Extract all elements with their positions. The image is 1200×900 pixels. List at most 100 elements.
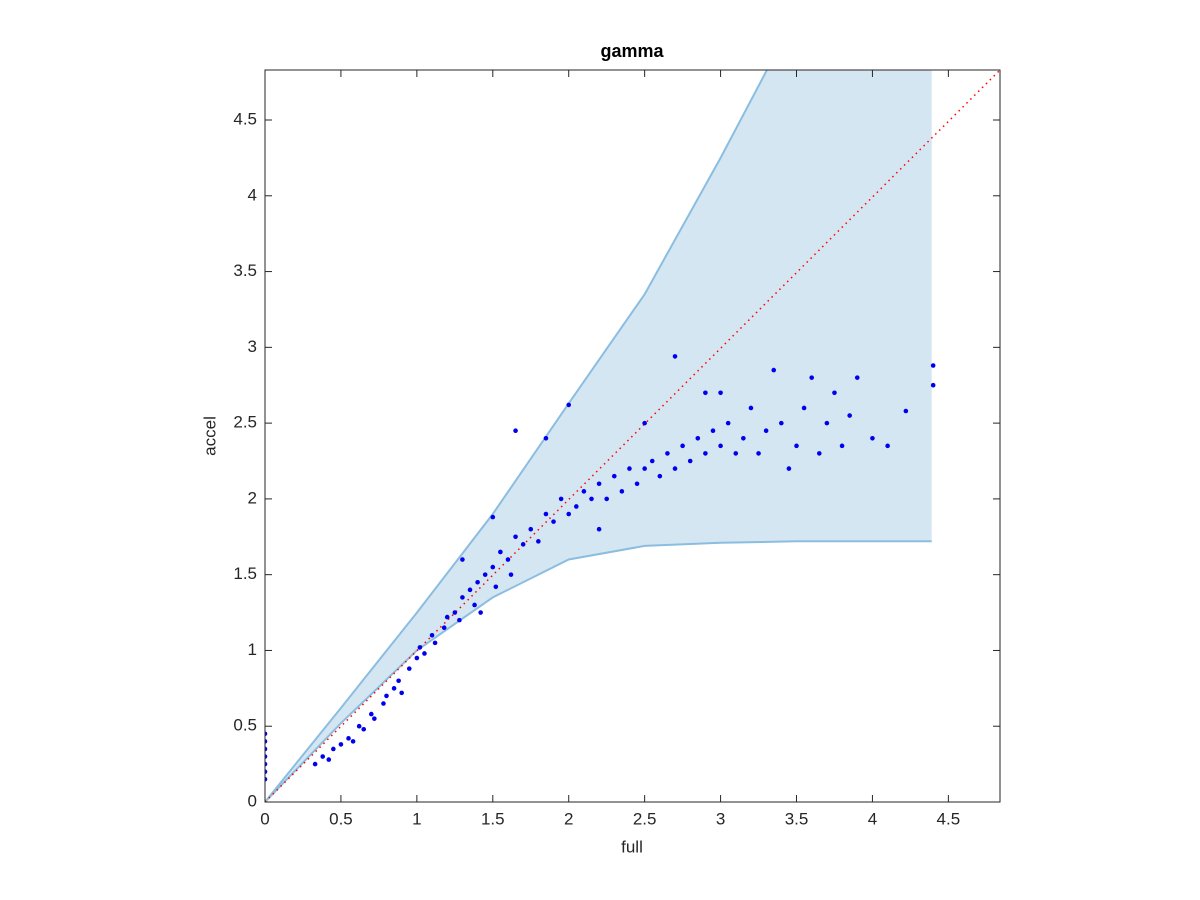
point bbox=[854, 375, 860, 380]
point bbox=[361, 726, 367, 732]
point bbox=[265, 776, 268, 782]
reference-line bbox=[265, 70, 1000, 802]
point bbox=[748, 405, 754, 411]
x-axis-label: full bbox=[621, 837, 643, 856]
point bbox=[574, 504, 579, 509]
point bbox=[839, 443, 845, 449]
point bbox=[657, 473, 663, 479]
point bbox=[513, 428, 518, 433]
point bbox=[444, 614, 450, 620]
y-tick-label: 2 bbox=[248, 488, 257, 507]
point bbox=[816, 451, 822, 456]
point bbox=[718, 390, 723, 396]
point bbox=[406, 666, 412, 671]
point bbox=[417, 645, 423, 650]
point bbox=[457, 617, 462, 623]
y-tick-label: 4.5 bbox=[233, 109, 257, 128]
band-lower-edge bbox=[265, 540, 932, 802]
point bbox=[703, 451, 708, 456]
point bbox=[493, 584, 499, 590]
point bbox=[441, 625, 447, 631]
point bbox=[432, 640, 438, 646]
point bbox=[312, 761, 318, 767]
point bbox=[763, 428, 769, 433]
point bbox=[490, 514, 496, 520]
point bbox=[611, 473, 617, 479]
x-tick-label: 2 bbox=[564, 809, 573, 828]
y-axis-label: accel bbox=[200, 416, 219, 456]
point bbox=[490, 564, 496, 570]
point bbox=[903, 408, 909, 414]
point bbox=[703, 390, 708, 396]
point bbox=[460, 595, 465, 600]
point bbox=[642, 420, 647, 426]
point bbox=[265, 739, 268, 744]
point bbox=[596, 481, 602, 487]
point bbox=[265, 754, 268, 759]
point bbox=[710, 428, 716, 433]
point bbox=[320, 754, 326, 759]
point bbox=[265, 731, 268, 737]
point bbox=[472, 602, 477, 608]
point bbox=[331, 746, 336, 752]
point bbox=[604, 496, 609, 502]
point bbox=[482, 572, 488, 577]
point bbox=[505, 557, 511, 562]
point bbox=[581, 489, 587, 494]
point bbox=[508, 572, 514, 577]
axes: 0 0.5 1 1.5 2 2.5 3 3.5 4 4.5 0 0.5 1 1.5 2 2.5 3 3.5 4 4.5 bbox=[233, 69, 1001, 828]
x-tick-label: 1.5 bbox=[481, 809, 505, 828]
point bbox=[543, 511, 549, 517]
y-tick-label: 0.5 bbox=[233, 716, 257, 735]
point bbox=[725, 420, 731, 426]
point bbox=[384, 693, 389, 699]
point bbox=[414, 655, 420, 661]
x-tick-label: 0.5 bbox=[329, 809, 353, 828]
point bbox=[265, 746, 268, 752]
x-tick-label: 2.5 bbox=[633, 809, 657, 828]
point bbox=[786, 466, 792, 471]
y-tick-label: 3 bbox=[248, 337, 257, 356]
point bbox=[265, 769, 268, 774]
axes-box bbox=[264, 69, 1001, 803]
point bbox=[551, 519, 556, 524]
point bbox=[391, 686, 397, 691]
x-tick-label: 1 bbox=[412, 809, 421, 828]
point bbox=[498, 549, 503, 555]
point bbox=[870, 435, 875, 441]
point bbox=[467, 587, 473, 593]
point bbox=[265, 761, 268, 767]
point bbox=[832, 390, 837, 396]
point bbox=[824, 420, 830, 426]
point bbox=[475, 579, 480, 585]
point bbox=[733, 451, 739, 456]
point bbox=[338, 742, 344, 747]
point bbox=[695, 435, 701, 441]
band-upper-edge bbox=[265, 70, 769, 802]
point bbox=[847, 413, 852, 418]
point bbox=[672, 354, 678, 359]
point bbox=[794, 443, 799, 449]
point bbox=[930, 363, 936, 368]
point bbox=[634, 481, 640, 487]
point bbox=[756, 451, 761, 456]
x-tick-label: 0 bbox=[260, 809, 269, 828]
y-tick-label: 0 bbox=[248, 791, 257, 810]
point bbox=[809, 375, 814, 380]
point bbox=[543, 435, 549, 441]
point bbox=[429, 632, 435, 638]
point bbox=[771, 367, 777, 373]
point bbox=[680, 443, 685, 449]
y-tick-label: 1 bbox=[248, 640, 257, 659]
point bbox=[381, 701, 386, 706]
x-tick-label: 4 bbox=[868, 809, 877, 828]
x-tick-label: 3.5 bbox=[785, 809, 809, 828]
x-tick-label: 4.5 bbox=[937, 809, 961, 828]
point bbox=[930, 382, 936, 388]
point bbox=[452, 610, 458, 615]
point bbox=[369, 711, 374, 717]
point bbox=[649, 458, 655, 464]
point bbox=[779, 420, 784, 426]
plot-area bbox=[265, 70, 1000, 802]
